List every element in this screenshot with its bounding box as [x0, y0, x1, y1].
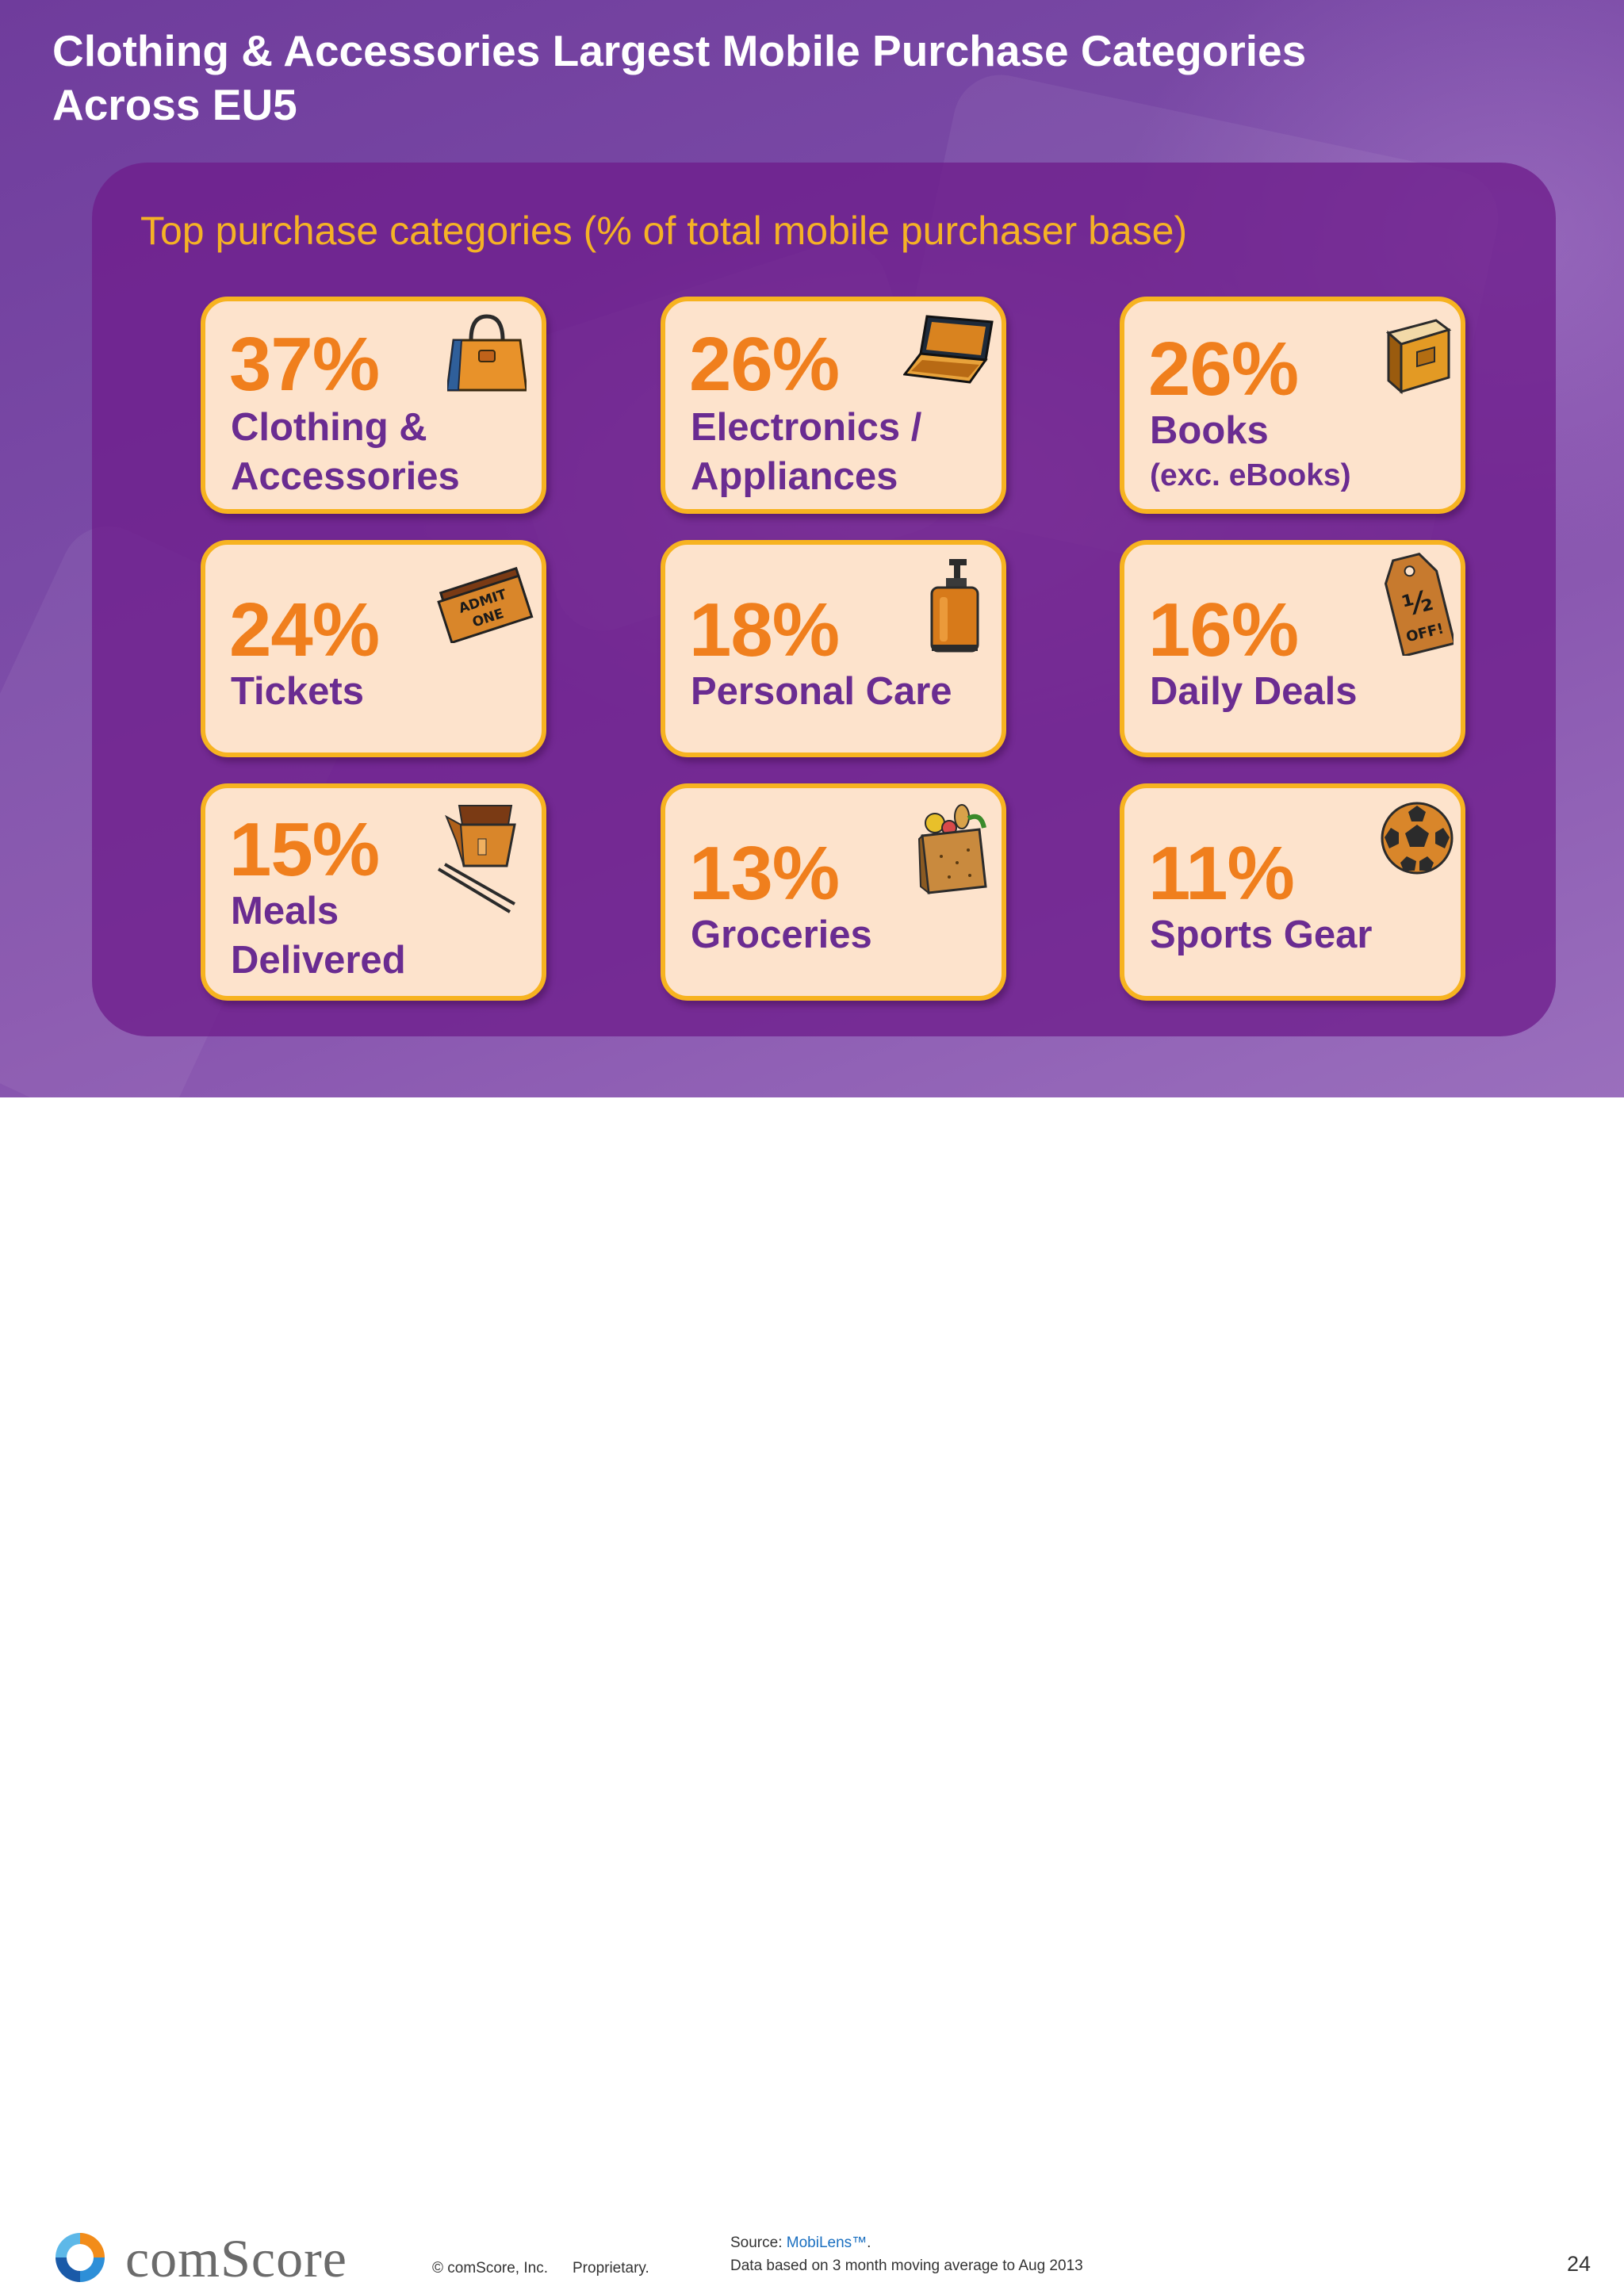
- category-label: Meals Delivered: [231, 890, 406, 982]
- source-note: Source: MobiLens™.: [730, 2234, 871, 2251]
- category-label: Sports Gear: [1150, 913, 1373, 956]
- ticket-icon: ADMIT ONE: [437, 566, 534, 643]
- category-label: Clothing & Accessories: [231, 406, 460, 498]
- category-card-sports-gear: 11% Sports Gear: [1120, 783, 1465, 1001]
- page-number: 24: [1567, 2252, 1591, 2276]
- handbag-icon: [447, 314, 527, 392]
- category-card-books: 26% Books (exc. eBooks): [1120, 297, 1465, 514]
- proprietary-text: Proprietary.: [573, 2260, 649, 2277]
- category-label: Tickets: [231, 670, 364, 713]
- title-line-2: Across EU5: [52, 80, 297, 129]
- mobilens-link[interactable]: MobiLens™: [786, 2234, 868, 2251]
- category-percent: 18%: [689, 588, 840, 672]
- laptop-icon: [903, 315, 994, 384]
- category-card-personal-care: 18% Personal Care: [661, 540, 1006, 757]
- category-label: Daily Deals: [1150, 670, 1358, 713]
- category-label: Electronics / Appliances: [691, 406, 922, 498]
- comscore-logo-icon: [56, 2233, 105, 2282]
- copyright-text: © comScore, Inc.: [432, 2260, 548, 2277]
- title-line-1: Clothing & Accessories Largest Mobile Pu…: [52, 26, 1307, 75]
- footer: comScore © comScore, Inc. Proprietary. S…: [0, 1097, 1624, 2288]
- category-percent: 16%: [1148, 588, 1299, 672]
- category-percent: 37%: [229, 322, 380, 407]
- slide-background: Clothing & Accessories Largest Mobile Pu…: [0, 0, 1624, 1097]
- category-card-groceries: 13% Groceries: [661, 783, 1006, 1001]
- category-label: Personal Care: [691, 670, 952, 713]
- category-card-electronics: 26% Electronics / Appliances: [661, 297, 1006, 514]
- category-card-meals-delivered: 15% Meals Delivered: [201, 783, 546, 1001]
- category-card-clothing: 37% Clothing & Accessories: [201, 297, 546, 514]
- category-card-tickets: 24% Tickets ADMIT ONE: [201, 540, 546, 757]
- category-percent: 26%: [1148, 327, 1299, 412]
- category-percent: 13%: [689, 831, 840, 916]
- category-label: Groceries: [691, 913, 872, 956]
- category-card-daily-deals: 16% Daily Deals ½ OFF!: [1120, 540, 1465, 757]
- data-note: Data based on 3 month moving average to …: [730, 2257, 1083, 2274]
- soccer-ball-icon: [1381, 802, 1454, 875]
- category-percent: 15%: [229, 807, 380, 892]
- comscore-logo-text: comScore: [125, 2228, 347, 2288]
- slide-title: Clothing & Accessories Largest Mobile Pu…: [52, 24, 1448, 132]
- category-percent: 26%: [689, 322, 840, 407]
- category-percent: 11%: [1148, 831, 1295, 916]
- book-icon: [1385, 319, 1452, 395]
- category-percent: 24%: [229, 588, 380, 672]
- grocery-bag-icon: [917, 804, 987, 895]
- price-tag-icon: ½ OFF!: [1384, 553, 1454, 656]
- takeout-box-icon: [437, 805, 516, 913]
- soap-dispenser-icon: [930, 559, 979, 653]
- panel-subtitle: Top purchase categories (% of total mobi…: [140, 209, 1188, 253]
- category-label: Books (exc. eBooks): [1150, 409, 1351, 492]
